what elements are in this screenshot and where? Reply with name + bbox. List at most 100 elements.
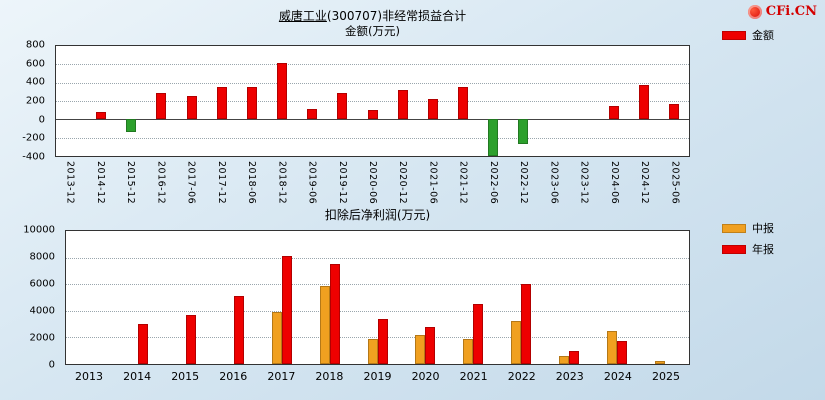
gridline	[56, 64, 689, 66]
x-tick-label: 2016-12	[155, 161, 166, 207]
x-tick-text: 2015-12	[125, 161, 137, 205]
gridline	[66, 310, 689, 312]
legend-swatch	[722, 244, 746, 254]
bar	[137, 324, 148, 364]
x-tick-text: 2013-12	[64, 161, 76, 205]
x-tick-label: 2017	[267, 370, 295, 383]
x-tick-label: 2023	[556, 370, 584, 383]
bar	[367, 338, 378, 364]
y-tick-label: 0	[48, 359, 55, 371]
bar	[319, 286, 330, 364]
chart1-subtitle: 金额(万元)	[345, 24, 400, 38]
x-tick-text: 2021	[459, 370, 488, 383]
x-tick-text: 2024-06	[608, 161, 620, 205]
x-tick-text: 2021-06	[427, 161, 439, 205]
x-tick-label: 2019	[364, 370, 392, 383]
x-tick-label: 2021	[460, 370, 488, 383]
x-tick-label: 2024-06	[609, 161, 620, 207]
x-tick-text: 2024-12	[639, 161, 651, 205]
x-tick-label: 2025-06	[669, 161, 680, 207]
chart1-y-axis: 800 600 400 200 0 -200 -400	[0, 40, 50, 163]
x-tick-text: 2022	[507, 370, 536, 383]
x-tick-text: 2023-12	[578, 161, 590, 205]
bar	[638, 84, 649, 120]
bar	[185, 314, 196, 364]
bar	[216, 87, 227, 120]
bar	[415, 334, 426, 364]
x-tick-label: 2015-12	[125, 161, 136, 207]
y-tick-label: 400	[25, 76, 45, 88]
x-tick-label: 2022-12	[518, 161, 529, 207]
gridline	[56, 137, 689, 139]
bar	[521, 284, 532, 364]
bar	[246, 87, 257, 120]
x-tick-text: 2023	[555, 370, 584, 383]
gridline	[56, 82, 689, 84]
x-tick-text: 2022-06	[487, 161, 499, 205]
x-tick-text: 2017	[267, 370, 296, 383]
x-tick-text: 2019	[363, 370, 392, 383]
x-tick-label: 2014	[123, 370, 151, 383]
y-tick-label: 600	[25, 58, 45, 70]
bar	[518, 119, 529, 145]
bar	[397, 90, 408, 120]
bar	[488, 119, 499, 156]
bar	[281, 256, 292, 364]
x-tick-label: 2013-12	[65, 161, 76, 207]
legend-label: 金额	[752, 29, 774, 42]
bar	[608, 106, 619, 120]
y-tick-label: 0	[38, 114, 45, 126]
chart1-plot-area	[55, 45, 690, 157]
y-tick-label: -400	[22, 151, 45, 163]
stock-name-link[interactable]: 威唐工业	[278, 9, 327, 23]
gridline	[56, 119, 689, 121]
x-tick-label: 2017-12	[216, 161, 227, 207]
x-tick-label: 2018	[315, 370, 343, 383]
x-tick-label: 2020-06	[367, 161, 378, 207]
y-tick-label: -200	[22, 132, 45, 144]
x-tick-text: 2014	[123, 370, 152, 383]
x-tick-label: 2022-06	[488, 161, 499, 207]
x-tick-text: 2018	[315, 370, 344, 383]
bar	[668, 104, 679, 120]
cfi-logo[interactable]: CFi.CN	[747, 4, 817, 19]
y-tick-label: 200	[25, 95, 45, 107]
chart2-x-axis: 2013 2014 2015 2016 2017 2018 2019 2020 2021 2022…	[65, 370, 690, 384]
x-tick-label: 2018-06	[246, 161, 257, 207]
bar	[473, 304, 484, 364]
legend-item: 金额	[722, 27, 774, 43]
x-tick-text: 2020	[411, 370, 440, 383]
gridline	[66, 337, 689, 339]
x-tick-text: 2016-12	[155, 161, 167, 205]
legend-label: 年报	[752, 243, 774, 256]
bar	[277, 62, 288, 120]
x-tick-label: 2023-06	[548, 161, 559, 207]
bar	[233, 296, 244, 364]
x-tick-label: 2023-12	[579, 161, 590, 207]
x-tick-text: 2016	[219, 370, 248, 383]
x-tick-label: 2019-06	[307, 161, 318, 207]
y-tick-label: 6000	[29, 278, 55, 290]
x-tick-label: 2014-12	[95, 161, 106, 207]
bar	[655, 360, 666, 364]
x-tick-label: 2025	[652, 370, 680, 383]
y-tick-label: 10000	[23, 224, 55, 236]
bar	[457, 87, 468, 120]
x-tick-text: 2015	[171, 370, 200, 383]
chart2-y-axis: 10000 8000 6000 4000 2000 0	[0, 225, 60, 371]
x-tick-text: 2025-06	[669, 161, 681, 205]
x-tick-text: 2020-06	[367, 161, 378, 205]
bar	[96, 112, 107, 120]
x-tick-text: 2018-12	[276, 161, 288, 205]
bar	[271, 312, 282, 364]
x-tick-label: 2024	[604, 370, 632, 383]
bar	[427, 99, 438, 120]
bar	[126, 119, 137, 133]
x-tick-text: 2017-06	[185, 161, 197, 205]
x-tick-text: 2020-12	[397, 161, 409, 205]
x-tick-label: 2013	[75, 370, 103, 383]
x-tick-label: 2020	[412, 370, 440, 383]
legend-label: 中报	[752, 222, 774, 235]
legend-swatch	[722, 30, 746, 40]
